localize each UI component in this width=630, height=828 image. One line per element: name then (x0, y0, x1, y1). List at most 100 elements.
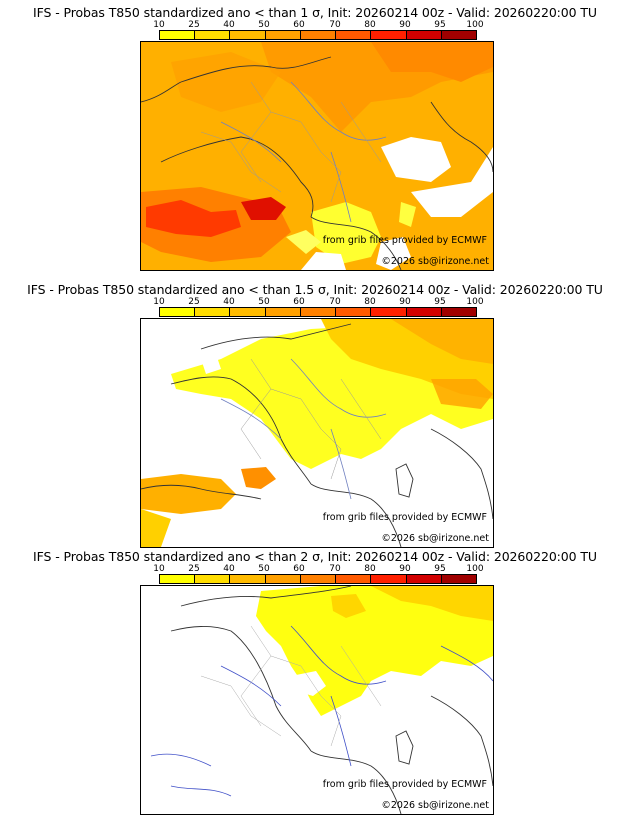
scale-tick-labels: 10 25 40 50 60 70 80 90 95 100 (153, 297, 483, 307)
scale-tick: 40 (223, 564, 235, 574)
scale-swatch (300, 31, 337, 39)
map-coastline (180, 586, 352, 607)
map-river (440, 645, 493, 682)
map-river (290, 81, 387, 141)
map-border (340, 645, 382, 707)
scale-swatch (160, 575, 196, 583)
map-coastline (395, 730, 414, 765)
panel-1-5-sigma: IFS - Probas T850 standardized ano < tha… (0, 282, 630, 554)
scale-tick: 70 (329, 564, 341, 574)
map-fill-zone (331, 594, 366, 618)
map-coastline (310, 483, 402, 547)
map-border (340, 101, 382, 163)
map-fill-zone (201, 354, 221, 374)
scale-tick: 25 (188, 20, 200, 30)
scale-swatch (336, 575, 372, 583)
probability-map: from grib files provided by ECMWF ©2026 … (140, 41, 494, 271)
map-coastline (170, 626, 312, 752)
map-border (240, 111, 272, 183)
map-fill-zone (241, 467, 276, 489)
scale-tick: 40 (223, 20, 235, 30)
credit-grib: from grib files provided by ECMWF (322, 779, 487, 790)
scale-tick: 60 (293, 20, 305, 30)
map-fill-zone (141, 509, 171, 547)
map-coastline (430, 101, 493, 173)
panel-title: IFS - Probas T850 standardized ano < tha… (33, 5, 597, 20)
panel-2-sigma: IFS - Probas T850 standardized ano < tha… (0, 549, 630, 821)
scale-swatch (160, 31, 196, 39)
scale-swatch (406, 31, 442, 39)
map-fill-zone (381, 137, 451, 182)
scale-swatch (371, 308, 407, 316)
map-fill-zone (146, 200, 241, 237)
map-river (290, 358, 387, 418)
scale-tick: 10 (153, 297, 165, 307)
scale-tick: 90 (399, 20, 411, 30)
probability-map: from grib files provided by ECMWF ©2026 … (140, 585, 494, 815)
scale-tick: 100 (466, 20, 484, 30)
scale-tick: 90 (399, 297, 411, 307)
scale-tick: 50 (258, 297, 270, 307)
map-border (250, 358, 342, 480)
map-fill-zone (399, 202, 416, 227)
map-border (200, 675, 282, 737)
panel-title: IFS - Probas T850 standardized ano < tha… (33, 549, 597, 564)
scale-tick: 95 (434, 20, 446, 30)
map-fill-zone (241, 197, 286, 220)
scale-tick: 95 (434, 564, 446, 574)
scale-swatch (265, 575, 301, 583)
map-coastline (200, 323, 352, 350)
scale-tick: 90 (399, 564, 411, 574)
map-fill-zone (301, 252, 346, 270)
scale-swatch (195, 575, 231, 583)
map-border (340, 378, 382, 440)
scale-swatch (230, 308, 266, 316)
map-fill-zone (391, 319, 493, 364)
scale-tick: 80 (364, 297, 376, 307)
credit-copyright: ©2026 sb@irizone.net (381, 533, 489, 544)
credit-grib: from grib files provided by ECMWF (322, 235, 487, 246)
scale-swatch (441, 31, 476, 39)
map-fill-zone (371, 42, 493, 82)
scale-tick: 25 (188, 297, 200, 307)
map-coastline (180, 56, 332, 83)
map-coastline (395, 463, 414, 498)
scale-tick-labels: 10 25 40 50 60 70 80 90 95 100 (153, 20, 483, 30)
map-river (330, 151, 352, 223)
scale-tick: 10 (153, 20, 165, 30)
scale-swatch (406, 308, 442, 316)
scale-tick: 100 (466, 564, 484, 574)
scale-swatch (195, 308, 231, 316)
color-scale-bar (159, 574, 477, 584)
map-fill-zone (311, 202, 381, 264)
scale-swatch (160, 308, 196, 316)
map-border (200, 131, 282, 193)
scale-tick: 50 (258, 20, 270, 30)
probability-map: from grib files provided by ECMWF ©2026 … (140, 318, 494, 548)
scale-swatch (300, 575, 337, 583)
scale-tick: 40 (223, 297, 235, 307)
scale-swatch (300, 308, 337, 316)
map-border (240, 388, 272, 460)
credit-copyright: ©2026 sb@irizone.net (381, 800, 489, 811)
map-border (250, 625, 342, 747)
map-coastline (141, 81, 182, 103)
map-fill-zone (431, 379, 493, 409)
credit-copyright: ©2026 sb@irizone.net (381, 256, 489, 267)
map-fill-zone (411, 147, 493, 217)
scale-tick: 60 (293, 564, 305, 574)
color-scale-bar (159, 30, 477, 40)
map-coastline (310, 750, 402, 814)
scale-swatch (336, 308, 372, 316)
scale-tick: 10 (153, 564, 165, 574)
map-fill-zone (291, 671, 326, 696)
map-fill-zone (376, 237, 411, 270)
map-river (150, 753, 212, 767)
map-coastline (170, 376, 312, 485)
scale-tick: 80 (364, 20, 376, 30)
map-coastline (141, 484, 262, 500)
scale-swatch (336, 31, 372, 39)
scale-swatch (441, 308, 476, 316)
scale-tick: 60 (293, 297, 305, 307)
scale-tick: 100 (466, 297, 484, 307)
